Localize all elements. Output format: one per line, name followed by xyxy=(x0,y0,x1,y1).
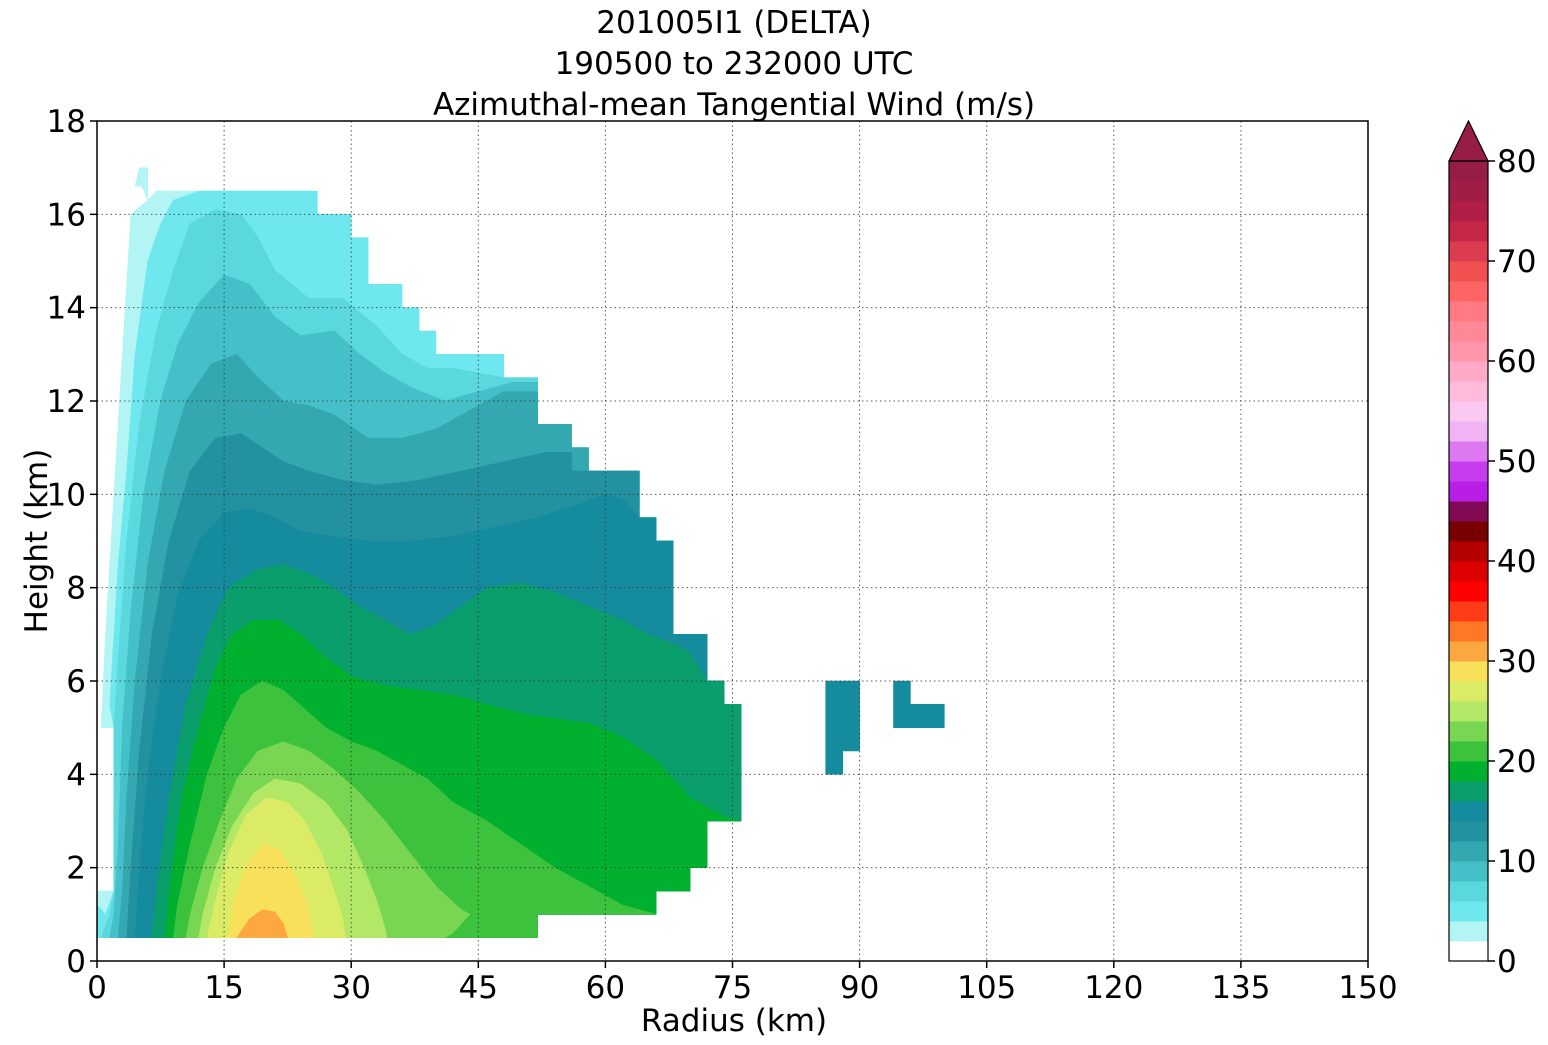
x-tick-label-90: 90 xyxy=(840,970,879,1006)
colorbar-tick-label-40: 40 xyxy=(1497,544,1536,580)
contour-level-30-14 xyxy=(236,909,289,939)
x-tick-label-150: 150 xyxy=(1338,970,1397,1006)
colorbar-swatch-22 xyxy=(1449,721,1488,742)
x-tick-label-120: 120 xyxy=(1084,970,1143,1006)
x-tick-label-0: 0 xyxy=(87,970,107,1006)
y-tick-label-14: 14 xyxy=(47,291,86,327)
y-tick-label-8: 8 xyxy=(66,571,86,607)
y-axis-label: Height (km) xyxy=(19,449,55,634)
colorbar-tick-label-10: 10 xyxy=(1497,844,1536,880)
y-tick-label-6: 6 xyxy=(66,664,86,700)
y-tick-label-10: 10 xyxy=(47,477,86,513)
colorbar-swatch-36 xyxy=(1449,581,1488,602)
colorbar-swatch-12 xyxy=(1449,821,1488,842)
x-axis-label: Radius (km) xyxy=(641,1003,827,1039)
x-tick-label-135: 135 xyxy=(1211,970,1270,1006)
y-tick-label-12: 12 xyxy=(47,384,86,420)
colorbar-swatch-34 xyxy=(1449,601,1488,622)
colorbar-swatch-66 xyxy=(1449,281,1488,302)
colorbar-swatch-28 xyxy=(1449,661,1488,682)
y-tick-label-2: 2 xyxy=(66,851,86,887)
colorbar-tick-label-0: 0 xyxy=(1497,944,1517,980)
colorbar-swatch-50 xyxy=(1449,441,1488,462)
colorbar-swatch-62 xyxy=(1449,321,1488,342)
y-axis-ticks: 0 2 4 6 8 10 12 14 16 18 xyxy=(47,104,97,980)
colorbar-swatch-54 xyxy=(1449,401,1488,422)
colorbar-swatch-42 xyxy=(1449,521,1488,542)
colorbar-swatch-76 xyxy=(1449,181,1488,202)
colorbar-tick-label-30: 30 xyxy=(1497,644,1536,680)
x-tick-label-75: 75 xyxy=(713,970,752,1006)
y-tick-label-18: 18 xyxy=(47,104,86,140)
contour-fill-layer xyxy=(97,167,945,939)
colorbar-swatch-24 xyxy=(1449,701,1488,722)
colorbar-swatch-72 xyxy=(1449,221,1488,242)
colorbar-swatch-0 xyxy=(1449,941,1488,962)
title-line-1: 201005I1 (DELTA) xyxy=(596,5,871,41)
colorbar-swatch-38 xyxy=(1449,561,1488,582)
colorbar-swatch-4 xyxy=(1449,901,1488,922)
y-tick-label-4: 4 xyxy=(66,757,86,793)
colorbar-swatch-70 xyxy=(1449,241,1488,262)
colorbar-swatch-40 xyxy=(1449,541,1488,562)
colorbar-swatch-44 xyxy=(1449,501,1488,522)
contour-level-2-17 xyxy=(134,167,149,201)
contour-level-14-15 xyxy=(825,680,860,775)
colorbar-swatch-64 xyxy=(1449,301,1488,322)
colorbar-swatch-14 xyxy=(1449,801,1488,822)
colorbar-swatch-30 xyxy=(1449,641,1488,662)
colorbar-swatch-8 xyxy=(1449,861,1488,882)
colorbar-tick-label-50: 50 xyxy=(1497,444,1536,480)
x-tick-label-30: 30 xyxy=(331,970,370,1006)
contour-level-28-13 xyxy=(227,843,314,939)
x-tick-label-45: 45 xyxy=(459,970,498,1006)
colorbar-swatch-46 xyxy=(1449,481,1488,502)
x-axis-ticks: 0 15 30 45 60 75 90 105 120 135 150 xyxy=(87,961,1398,1006)
x-tick-label-60: 60 xyxy=(586,970,625,1006)
colorbar-swatch-74 xyxy=(1449,201,1488,222)
colorbar-swatch-68 xyxy=(1449,261,1488,282)
colorbar-swatch-16 xyxy=(1449,781,1488,802)
colorbar: 0 10 20 30 40 50 60 70 80 xyxy=(1448,119,1536,980)
colorbar-tick-label-20: 20 xyxy=(1497,744,1536,780)
title-line-2: 190500 to 232000 UTC xyxy=(555,46,914,82)
colorbar-swatch-78 xyxy=(1449,161,1488,182)
colorbar-swatch-18 xyxy=(1449,761,1488,782)
colorbar-swatch-10 xyxy=(1449,841,1488,862)
colorbar-tick-label-70: 70 xyxy=(1497,244,1536,280)
colorbar-extend-arrow xyxy=(1448,119,1489,162)
colorbar-swatch-6 xyxy=(1449,881,1488,902)
x-tick-label-105: 105 xyxy=(957,970,1016,1006)
chart-title: 201005I1 (DELTA) 190500 to 232000 UTC Az… xyxy=(433,5,1035,123)
y-tick-label-16: 16 xyxy=(47,197,86,233)
colorbar-swatch-26 xyxy=(1449,681,1488,702)
contour-level-14-16 xyxy=(893,680,945,729)
colorbar-tick-label-60: 60 xyxy=(1497,344,1536,380)
gridlines xyxy=(97,121,1368,961)
colorbar-swatch-58 xyxy=(1449,361,1488,382)
colorbar-swatch-56 xyxy=(1449,381,1488,402)
colorbar-tick-label-80: 80 xyxy=(1497,144,1536,180)
colorbar-swatch-48 xyxy=(1449,461,1488,482)
title-line-3: Azimuthal-mean Tangential Wind (m/s) xyxy=(433,87,1035,123)
colorbar-swatch-60 xyxy=(1449,341,1488,362)
y-tick-label-0: 0 xyxy=(66,944,86,980)
x-tick-label-15: 15 xyxy=(204,970,243,1006)
colorbar-swatch-20 xyxy=(1449,741,1488,762)
colorbar-swatch-32 xyxy=(1449,621,1488,642)
colorbar-swatch-2 xyxy=(1449,921,1488,942)
colorbar-swatch-52 xyxy=(1449,421,1488,442)
